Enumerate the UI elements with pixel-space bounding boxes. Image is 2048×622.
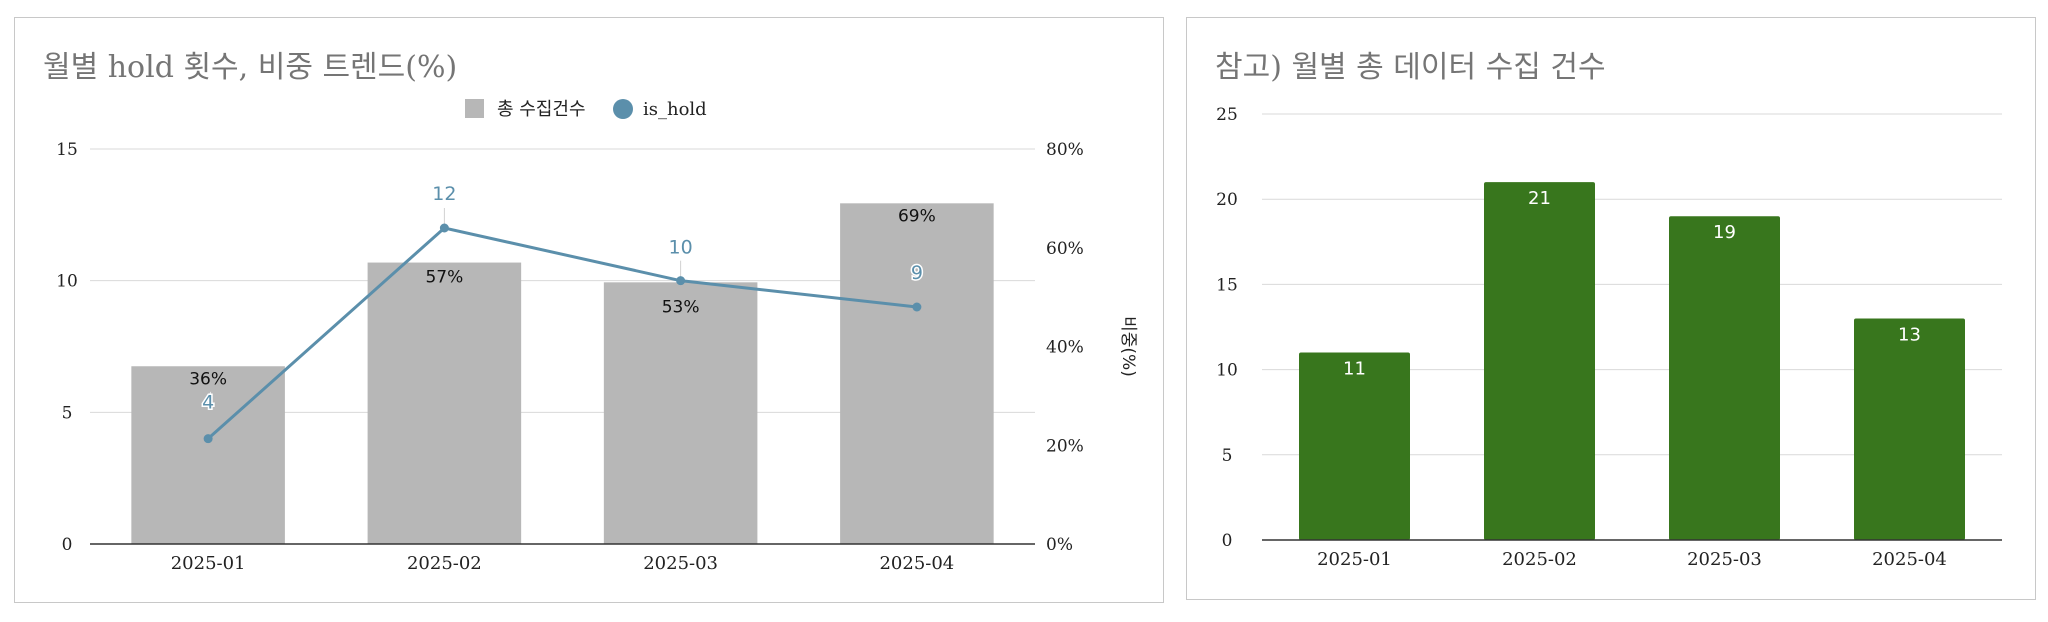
legend-label-line: is_hold bbox=[643, 99, 707, 120]
y-tick-label: 25 bbox=[1216, 105, 1238, 125]
y-tick-label: 5 bbox=[1222, 446, 1233, 466]
x-tick-label: 2025-02 bbox=[407, 553, 482, 574]
hold-trend-chart-title: 월별 hold 횟수, 비중 트렌드(%) bbox=[43, 50, 458, 85]
bar bbox=[1299, 352, 1410, 540]
bar-data-label: 57% bbox=[425, 268, 463, 288]
line-data-label: 12 bbox=[432, 183, 456, 205]
legend-swatch-line bbox=[613, 99, 633, 119]
x-tick-label: 2025-03 bbox=[643, 553, 718, 574]
x-tick-label: 2025-04 bbox=[1872, 549, 1947, 570]
line-point bbox=[912, 302, 922, 312]
bar bbox=[1669, 216, 1780, 541]
x-tick-label: 2025-03 bbox=[1687, 549, 1762, 570]
y-right-tick-label: 20% bbox=[1046, 436, 1084, 456]
y-right-tick-label: 60% bbox=[1046, 239, 1084, 259]
bar-data-label: 19 bbox=[1713, 222, 1736, 243]
line-point bbox=[676, 276, 686, 286]
bar bbox=[367, 262, 522, 544]
x-tick-label: 2025-02 bbox=[1502, 549, 1577, 570]
line-point bbox=[439, 223, 449, 233]
y-left-tick-label: 10 bbox=[56, 272, 78, 292]
x-tick-label: 2025-01 bbox=[171, 553, 246, 574]
bar-data-label: 69% bbox=[898, 206, 936, 226]
y-right-tick-label: 80% bbox=[1046, 140, 1084, 160]
y-right-axis-title: 비중(%) bbox=[1118, 316, 1138, 377]
monthly-total-chart-title: 참고) 월별 총 데이터 수집 건수 bbox=[1215, 50, 1606, 85]
bar bbox=[131, 366, 285, 544]
hold-trend-chart: 0 5 10 15 0% 20% 40% 60% 80% 비중(%) 2025-01 2025-02 2… bbox=[56, 99, 1138, 574]
y-left-tick-label: 0 bbox=[62, 535, 73, 555]
monthly-total-chart: 0 5 10 15 20 25 11 21 19 13 2025-01 2025-02 2025-03 2… bbox=[1216, 105, 2002, 570]
y-left-tick-label: 15 bbox=[56, 140, 78, 160]
y-tick-label: 20 bbox=[1216, 190, 1238, 210]
y-right-tick-label: 40% bbox=[1046, 338, 1084, 358]
legend-label-bar: 총 수집건수 bbox=[497, 99, 586, 120]
hold-trend-chart-panel: 월별 hold 횟수, 비중 트렌드(%) 0 5 10 15 0% 20% 40% 60% 8… bbox=[14, 17, 1164, 603]
y-tick-label: 10 bbox=[1216, 361, 1238, 381]
bar bbox=[1484, 182, 1595, 540]
bar-data-label: 36% bbox=[189, 369, 227, 389]
bar-data-label: 53% bbox=[662, 297, 700, 317]
y-tick-label: 0 bbox=[1222, 531, 1233, 551]
y-tick-label: 15 bbox=[1216, 275, 1238, 295]
x-tick-label: 2025-01 bbox=[1317, 549, 1392, 570]
bar-data-label: 21 bbox=[1528, 188, 1551, 209]
x-tick-label: 2025-04 bbox=[879, 553, 954, 574]
line-data-label: 10 bbox=[669, 237, 693, 259]
bar bbox=[840, 203, 994, 544]
bar bbox=[1854, 318, 1965, 540]
y-right-tick-label: 0% bbox=[1046, 535, 1073, 555]
bar-data-label: 13 bbox=[1898, 324, 1921, 345]
line-data-label: 9 bbox=[911, 262, 923, 284]
y-left-tick-label: 5 bbox=[62, 403, 73, 423]
bar-data-label: 11 bbox=[1343, 359, 1366, 380]
line-series-is-hold bbox=[207, 226, 918, 440]
legend-swatch-bar bbox=[465, 99, 484, 118]
bar bbox=[603, 282, 758, 544]
line-data-label: 4 bbox=[202, 392, 214, 414]
monthly-total-chart-panel: 참고) 월별 총 데이터 수집 건수 0 5 10 15 20 25 11 21 19 13 202… bbox=[1186, 17, 2036, 600]
line-point bbox=[203, 434, 213, 444]
